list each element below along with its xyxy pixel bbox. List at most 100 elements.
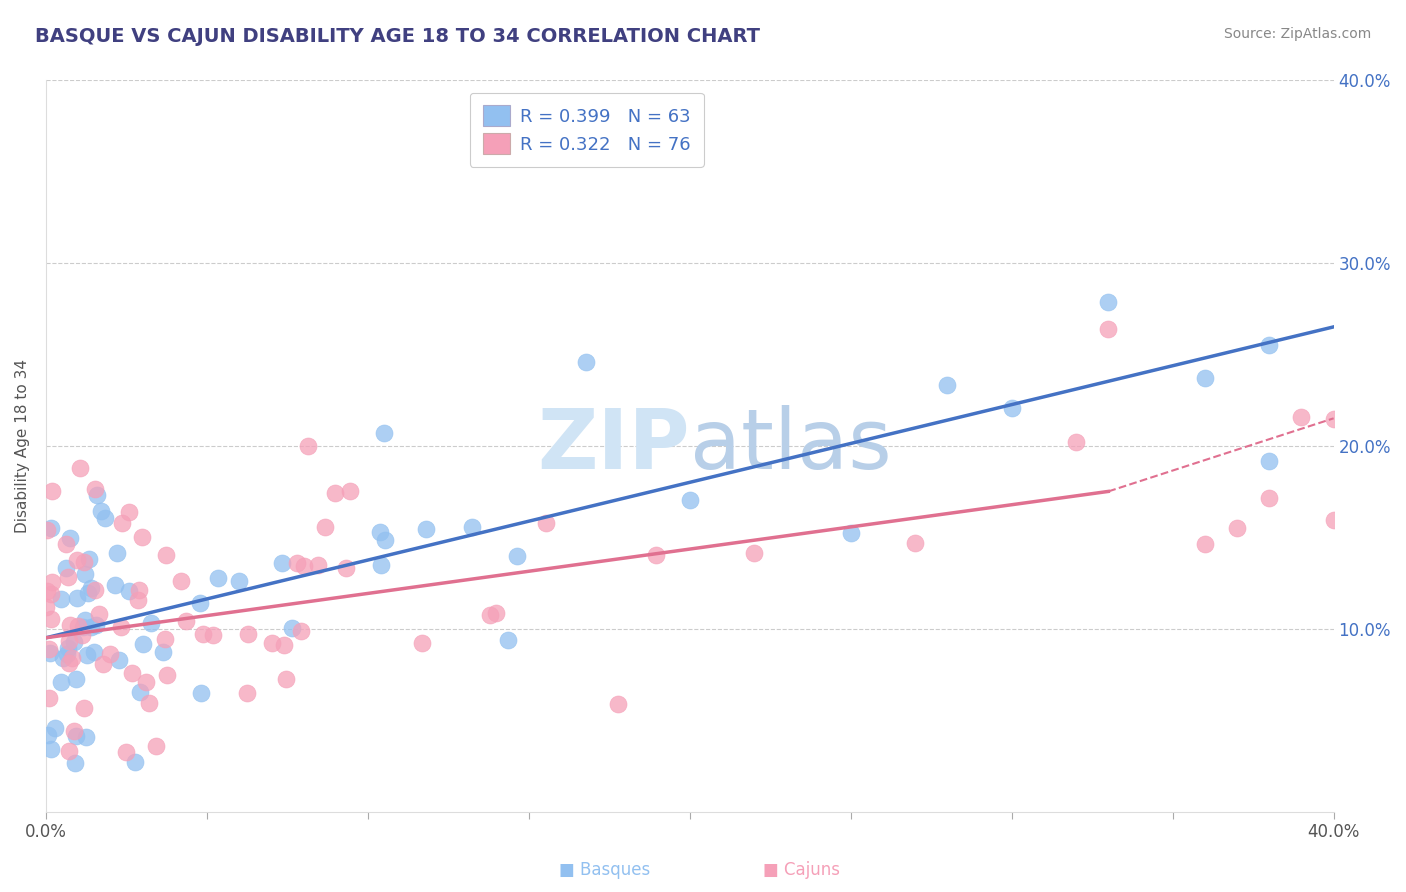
Text: ■ Cajuns: ■ Cajuns <box>763 861 839 879</box>
Point <box>135 675 157 690</box>
Point <box>65 672 87 686</box>
Point <box>65 756 87 770</box>
Point <box>115 745 138 759</box>
Point <box>156 668 179 682</box>
Point <box>484 607 506 621</box>
Point <box>645 549 668 563</box>
Point <box>59 531 82 545</box>
Point <box>52 651 75 665</box>
Point <box>80 620 103 634</box>
Point <box>37 728 59 742</box>
Point <box>39 647 62 661</box>
Point <box>190 686 212 700</box>
Point <box>35 600 58 615</box>
Point <box>121 666 143 681</box>
Point <box>273 638 295 652</box>
Point <box>461 520 484 534</box>
Point <box>606 698 628 712</box>
Point <box>368 524 391 539</box>
Point <box>79 551 101 566</box>
Point <box>90 504 112 518</box>
Point <box>128 582 150 597</box>
Point <box>201 628 224 642</box>
Point <box>55 536 77 550</box>
Point <box>1097 322 1119 336</box>
Point <box>39 742 62 756</box>
Point <box>70 628 93 642</box>
Point <box>236 686 259 700</box>
Point <box>44 722 66 736</box>
Point <box>94 510 117 524</box>
Point <box>69 460 91 475</box>
Point <box>73 700 96 714</box>
Point <box>41 575 63 590</box>
Point <box>84 618 107 632</box>
Point <box>228 574 250 588</box>
Point <box>138 697 160 711</box>
Text: ZIP: ZIP <box>537 405 690 486</box>
Point <box>271 556 294 570</box>
Point <box>506 549 529 564</box>
Point <box>76 586 98 600</box>
Point <box>1097 294 1119 309</box>
Point <box>478 607 501 622</box>
Point <box>86 488 108 502</box>
Point <box>373 425 395 440</box>
Point <box>35 584 58 599</box>
Point <box>742 546 765 560</box>
Point <box>294 559 316 574</box>
Point <box>104 577 127 591</box>
Point <box>415 522 437 536</box>
Legend: R = 0.399   N = 63, R = 0.322   N = 76: R = 0.399 N = 63, R = 0.322 N = 76 <box>470 93 703 167</box>
Point <box>41 484 63 499</box>
Point <box>679 493 702 508</box>
Point <box>335 560 357 574</box>
Text: ■ Basques: ■ Basques <box>560 861 650 879</box>
Point <box>191 627 214 641</box>
Point <box>534 516 557 531</box>
Point <box>56 640 79 655</box>
Point <box>1291 410 1313 425</box>
Point <box>72 619 94 633</box>
Point <box>274 673 297 687</box>
Point <box>49 674 72 689</box>
Point <box>66 553 89 567</box>
Point <box>575 355 598 369</box>
Point <box>98 647 121 661</box>
Point <box>131 530 153 544</box>
Point <box>132 637 155 651</box>
Point <box>280 621 302 635</box>
Point <box>285 556 308 570</box>
Point <box>56 570 79 584</box>
Point <box>155 548 177 562</box>
Point <box>1258 491 1281 505</box>
Point <box>153 632 176 646</box>
Point <box>1064 435 1087 450</box>
Point <box>904 536 927 550</box>
Point <box>152 644 174 658</box>
Point <box>1194 371 1216 385</box>
Point <box>51 591 73 606</box>
Point <box>79 582 101 596</box>
Point <box>1323 412 1346 426</box>
Point <box>127 593 149 607</box>
Point <box>290 624 312 638</box>
Point <box>87 607 110 621</box>
Point <box>39 587 62 601</box>
Point <box>39 521 62 535</box>
Point <box>236 627 259 641</box>
Point <box>38 641 60 656</box>
Point <box>411 635 433 649</box>
Point <box>76 648 98 662</box>
Point <box>129 685 152 699</box>
Point <box>496 633 519 648</box>
Point <box>55 647 77 661</box>
Text: atlas: atlas <box>690 405 891 486</box>
Point <box>118 584 141 599</box>
Point <box>1258 338 1281 352</box>
Point <box>174 615 197 629</box>
Point <box>1226 521 1249 535</box>
Point <box>370 558 392 572</box>
Point <box>58 744 80 758</box>
Point <box>41 612 63 626</box>
